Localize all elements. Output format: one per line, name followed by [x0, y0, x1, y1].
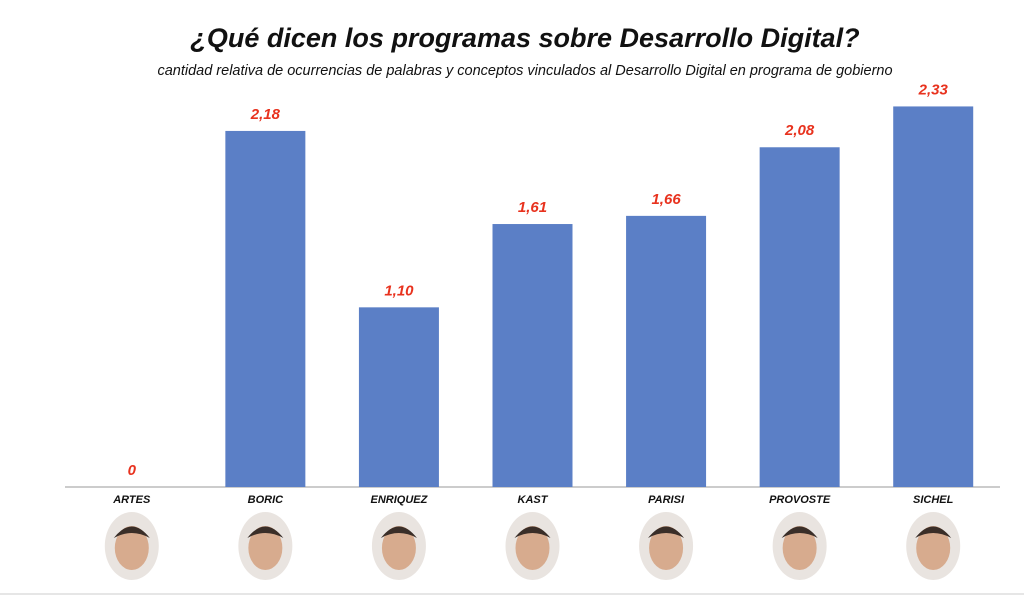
portrait-hair [648, 526, 685, 538]
portrait-hair [247, 526, 284, 538]
portrait-face [381, 526, 416, 570]
bar [358, 307, 439, 487]
bar [626, 215, 707, 487]
value-label: 2,33 [918, 81, 949, 98]
x-tick-label: BORIC [248, 494, 285, 506]
portrait-hair [113, 526, 150, 538]
portrait-face [649, 526, 684, 570]
x-tick-label: KAST [518, 494, 549, 506]
portrait-hair [514, 526, 551, 538]
bar [759, 147, 840, 487]
portrait-face [515, 526, 550, 570]
value-label: 2,18 [250, 106, 281, 123]
bar [893, 106, 974, 487]
value-label: 0 [128, 462, 137, 479]
chart-subtitle: cantidad relativa de ocurrencias de pala… [157, 63, 892, 79]
chart-title: ¿Qué dicen los programas sobre Desarroll… [190, 23, 859, 53]
portrait-hair [781, 526, 818, 538]
portrait-hair [915, 526, 952, 538]
value-label: 1,61 [518, 199, 547, 216]
x-tick-label: PARISI [648, 494, 685, 506]
portrait-face [114, 526, 149, 570]
x-tick-label: ARTES [112, 494, 151, 506]
value-label: 1,66 [651, 191, 681, 208]
x-tick-label: PROVOSTE [769, 494, 831, 506]
x-tick-label: ENRIQUEZ [371, 494, 429, 506]
value-label: 1,10 [384, 282, 414, 299]
portrait-hair [380, 526, 417, 538]
bar [225, 130, 306, 487]
portrait-face [916, 526, 951, 570]
bar [492, 224, 573, 488]
portrait-face [782, 526, 817, 570]
portrait-face [248, 526, 283, 570]
value-label: 2,08 [784, 122, 815, 139]
x-tick-label: SICHEL [913, 494, 954, 506]
